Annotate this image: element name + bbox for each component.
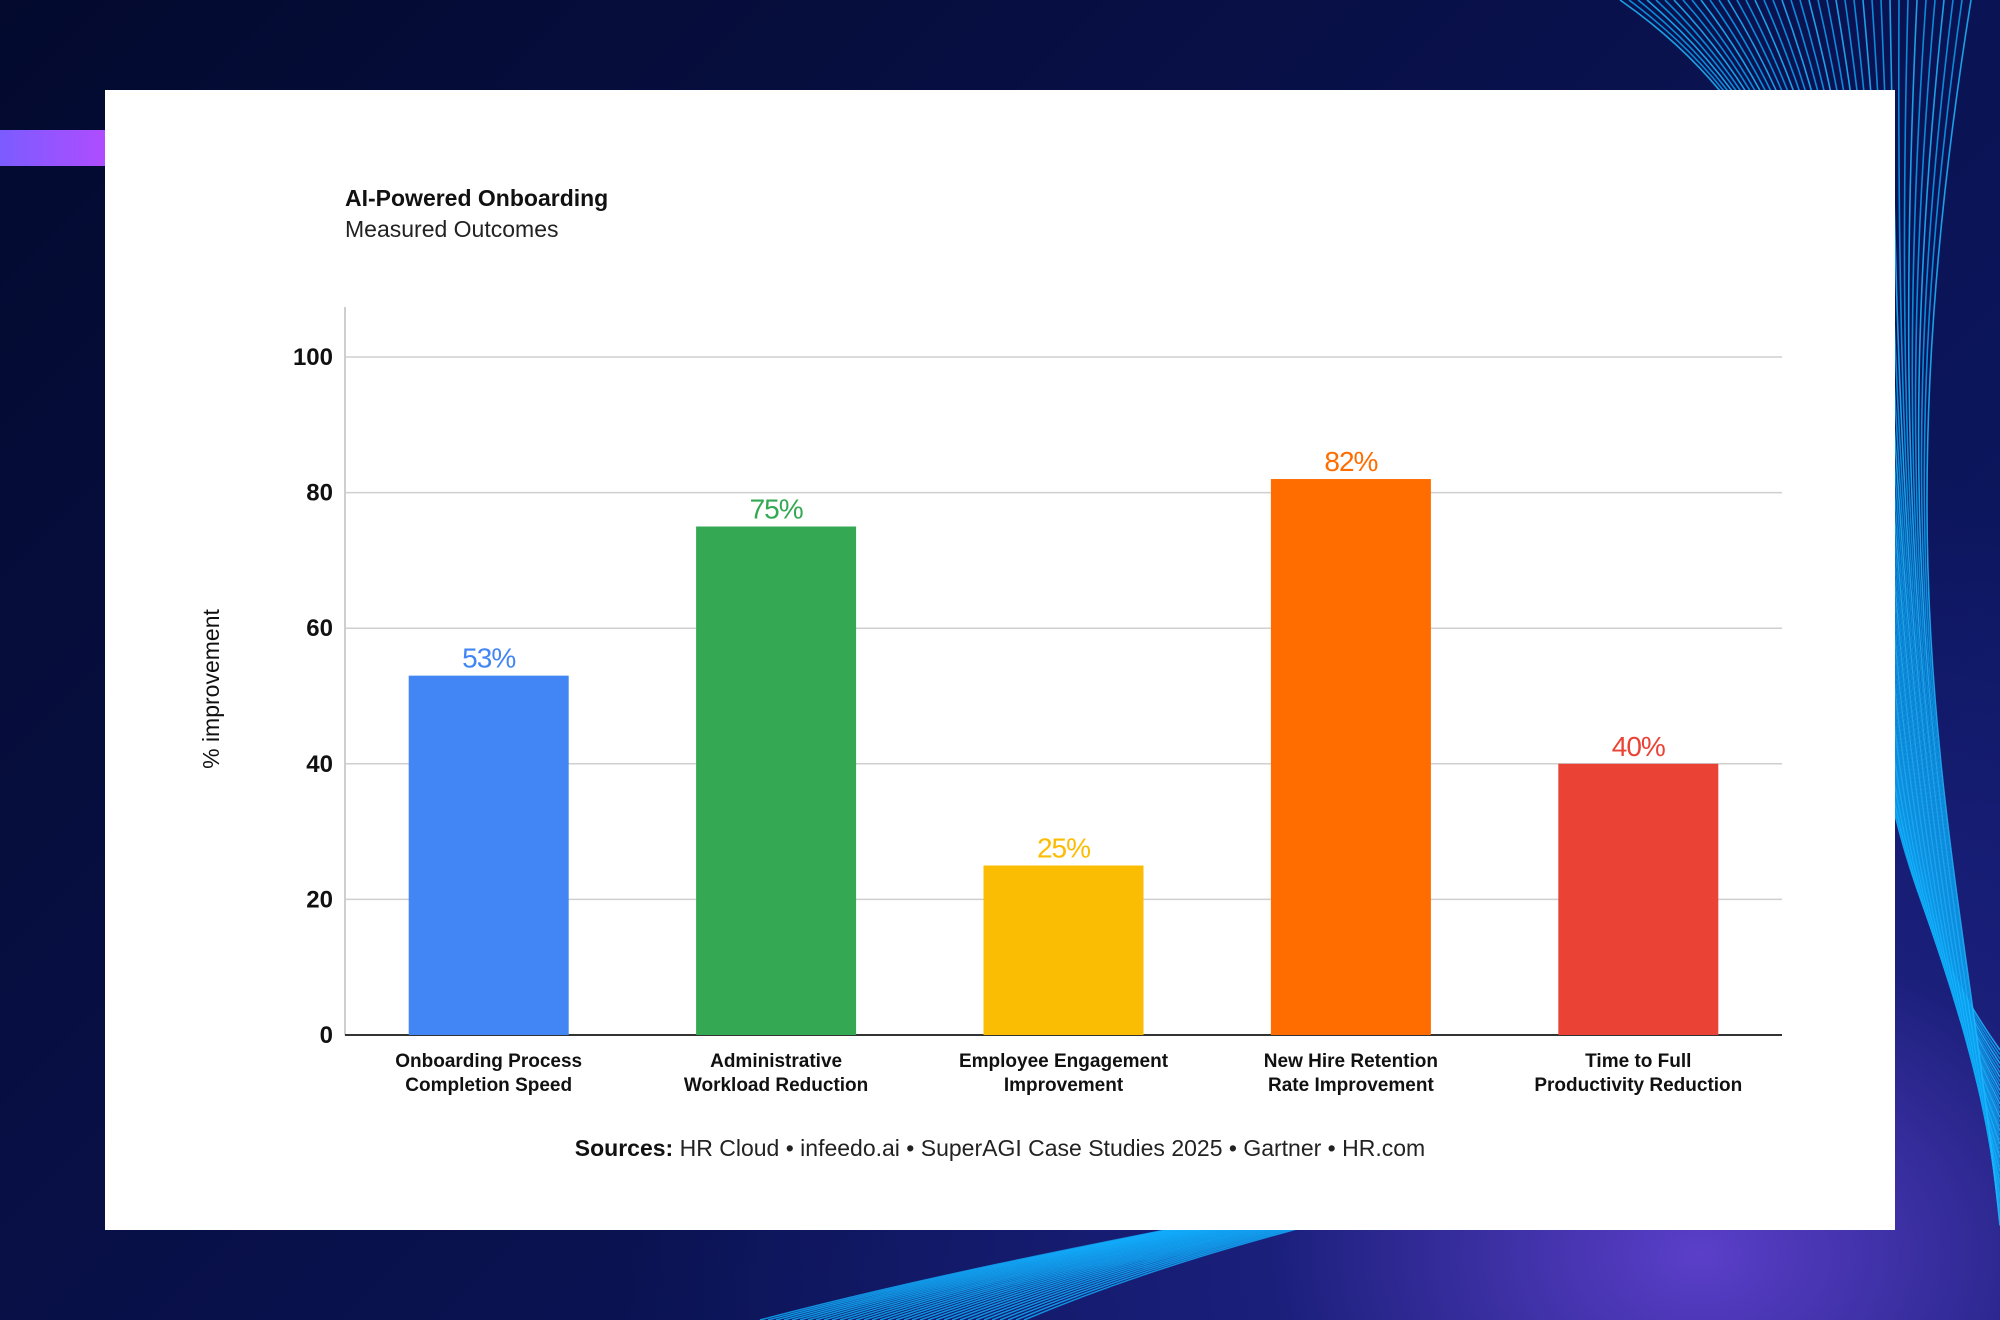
bar-chart: 0 20 40 60 80 100 % improvement 53% Onboarding P… bbox=[198, 307, 1782, 1096]
x-tick-label: Time to Full bbox=[1585, 1051, 1691, 1072]
wave-line bbox=[1903, 0, 2000, 1195]
bar bbox=[983, 865, 1144, 1035]
y-tick-label: 80 bbox=[306, 480, 333, 507]
bar-value-label: 40% bbox=[1612, 731, 1665, 762]
wave-line bbox=[1907, 0, 2000, 1199]
wave-line bbox=[1914, 0, 2000, 1208]
x-tick-label: Onboarding Process bbox=[395, 1051, 582, 1072]
x-tick-label: Employee Engagement bbox=[959, 1051, 1169, 1072]
chart-card: AI-Powered Onboarding Measured Outcomes … bbox=[105, 90, 1895, 1230]
wave-line bbox=[1911, 0, 2000, 1204]
bar-value-label: 82% bbox=[1324, 446, 1377, 477]
sources-text: HR Cloud • infeedo.ai • SuperAGI Case St… bbox=[673, 1135, 1426, 1161]
y-tick-label: 60 bbox=[306, 615, 333, 642]
bar bbox=[408, 675, 569, 1035]
sources-label: Sources: bbox=[574, 1135, 674, 1161]
y-tick-label: 20 bbox=[306, 886, 333, 913]
bar-value-label: 53% bbox=[462, 643, 515, 674]
y-tick-label: 100 bbox=[293, 344, 333, 371]
wave-line bbox=[1920, 0, 2000, 1217]
x-tick-label: New Hire Retention bbox=[1264, 1051, 1438, 1072]
sources-line: Sources: HR Cloud • infeedo.ai • SuperAG… bbox=[105, 1135, 1895, 1162]
x-tick-label: Administrative bbox=[710, 1051, 842, 1072]
wave-line bbox=[1897, 0, 2000, 1190]
x-tick-label: Productivity Reduction bbox=[1534, 1075, 1742, 1096]
bar-value-label: 25% bbox=[1037, 833, 1090, 864]
bar bbox=[696, 526, 857, 1035]
y-tick-label: 40 bbox=[306, 751, 333, 778]
bar-value-label: 75% bbox=[750, 494, 803, 525]
y-axis-title: % improvement bbox=[198, 609, 224, 769]
accent-bar bbox=[0, 130, 110, 166]
y-tick-label: 0 bbox=[320, 1022, 333, 1049]
wave-line bbox=[1923, 0, 2000, 1222]
x-tick-label: Rate Improvement bbox=[1268, 1075, 1434, 1096]
chart-title: AI-Powered Onboarding bbox=[345, 185, 609, 211]
x-tick-label: Completion Speed bbox=[405, 1075, 572, 1096]
x-tick-label: Workload Reduction bbox=[684, 1075, 868, 1096]
wave-line bbox=[1917, 0, 2000, 1213]
bar bbox=[1270, 479, 1431, 1035]
bar bbox=[1558, 763, 1719, 1035]
wave-line bbox=[1926, 0, 2000, 1226]
x-tick-label: Improvement bbox=[1004, 1075, 1124, 1096]
chart-subtitle: Measured Outcomes bbox=[345, 216, 559, 242]
